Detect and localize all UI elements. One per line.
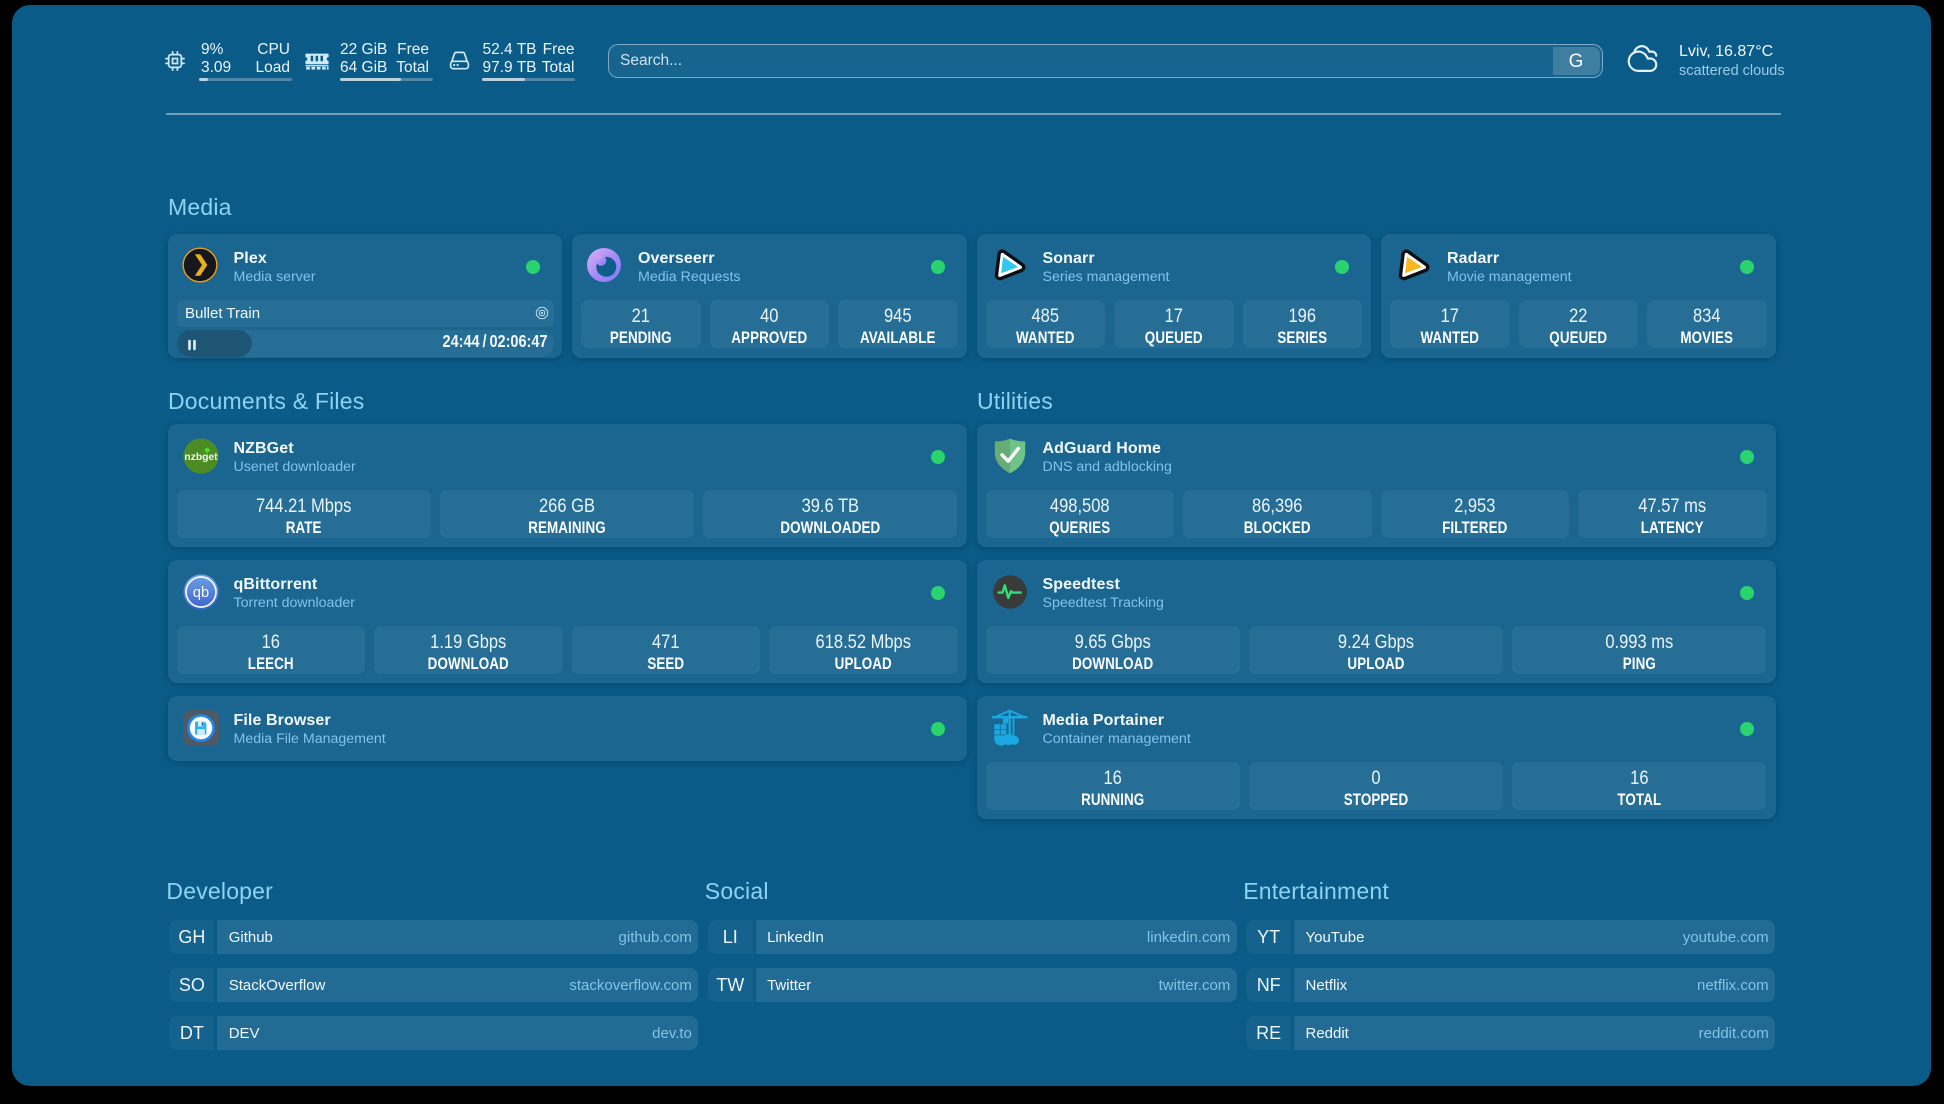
svg-text:nzbget: nzbget [184, 452, 218, 463]
svg-text:qb: qb [192, 585, 208, 601]
